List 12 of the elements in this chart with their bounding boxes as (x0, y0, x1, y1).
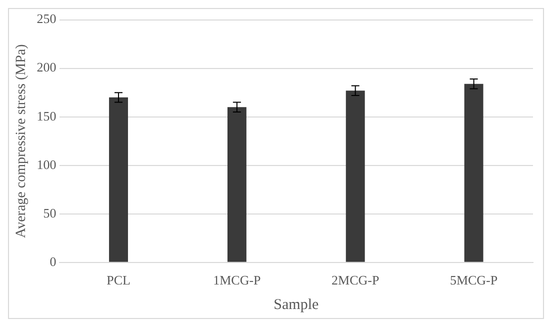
x-tick-label: PCL (106, 272, 130, 288)
x-axis-title: Sample (274, 296, 319, 313)
y-tick-label: 150 (36, 108, 56, 124)
x-tick-label: 2MCG-P (332, 272, 380, 288)
y-tick-label: 50 (43, 205, 56, 220)
y-tick-label: 0 (50, 254, 56, 269)
x-tick-label: 5MCG-P (450, 272, 498, 288)
y-tick-label: 100 (36, 156, 56, 172)
x-tick-label: 1MCG-P (213, 272, 261, 288)
y-tick-label: 250 (36, 11, 56, 26)
y-tick-label: 200 (36, 60, 56, 75)
y-axis-title: Average compressive stress (MPa) (14, 44, 30, 238)
